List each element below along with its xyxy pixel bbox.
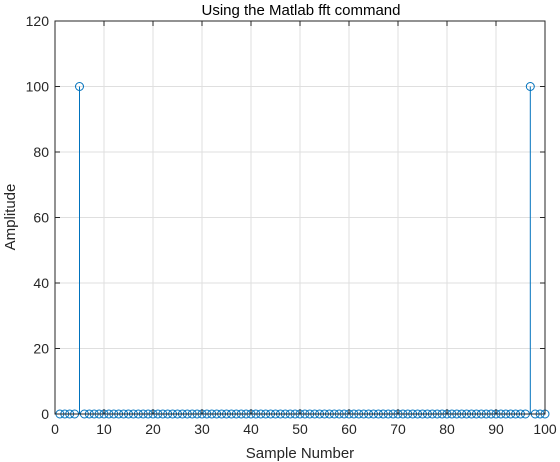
axis-ticks: 0 10 20 30 40 50 60 70 80 90 100 0 20 40 60 80 100 120: [26, 13, 557, 437]
x-tick-label: 80: [439, 421, 455, 437]
stem-marker: [75, 82, 84, 91]
stem-marker: [525, 82, 535, 91]
x-tick-label: 50: [292, 421, 308, 437]
y-tick-label: 60: [33, 210, 49, 226]
x-tick-label: 20: [145, 421, 161, 437]
x-tick-label: 0: [51, 421, 59, 437]
x-axis-label: Sample Number: [246, 445, 354, 462]
y-tick-label: 0: [41, 406, 49, 422]
y-tick-label: 80: [33, 144, 49, 160]
x-tick-label: 40: [243, 421, 259, 437]
x-tick-label: 60: [341, 421, 357, 437]
y-tick-label: 120: [26, 13, 50, 29]
y-axis-label: Amplitude: [2, 184, 19, 251]
y-tick-label: 100: [26, 79, 50, 95]
x-tick-label: 70: [390, 421, 406, 437]
grid: [55, 21, 545, 414]
chart-title: Using the Matlab fft command: [202, 2, 401, 19]
x-tick-label: 90: [488, 421, 504, 437]
y-tick-label: 20: [33, 341, 49, 357]
y-tick-label: 40: [33, 275, 49, 291]
x-tick-label: 30: [194, 421, 210, 437]
x-tick-label: 10: [96, 421, 112, 437]
x-tick-label: 100: [533, 421, 557, 437]
